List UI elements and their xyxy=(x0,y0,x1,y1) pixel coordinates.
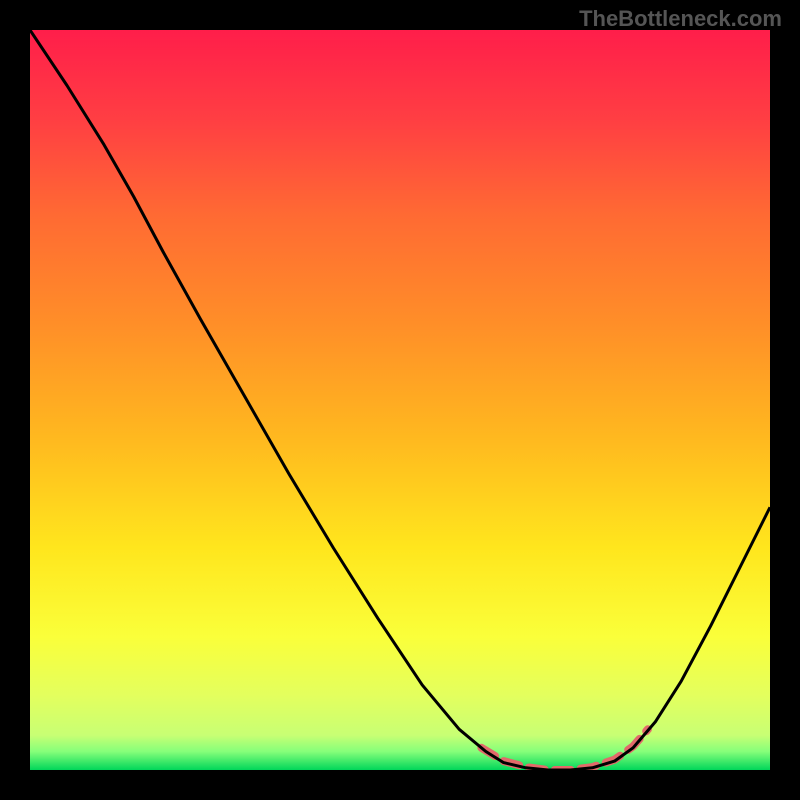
plot-area xyxy=(30,30,770,770)
chart-svg xyxy=(30,30,770,770)
watermark-text: TheBottleneck.com xyxy=(579,6,782,32)
chart-frame: TheBottleneck.com xyxy=(0,0,800,800)
gradient-background xyxy=(30,30,770,770)
